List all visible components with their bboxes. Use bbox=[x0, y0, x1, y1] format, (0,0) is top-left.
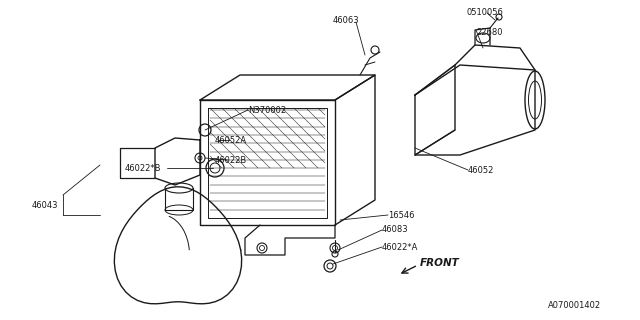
Text: 46063: 46063 bbox=[333, 15, 360, 25]
Text: 22680: 22680 bbox=[476, 28, 502, 36]
Text: 46022*B: 46022*B bbox=[125, 164, 161, 172]
Circle shape bbox=[198, 156, 202, 160]
Text: 0510056: 0510056 bbox=[466, 7, 503, 17]
Text: A070001402: A070001402 bbox=[548, 300, 601, 309]
Text: 16546: 16546 bbox=[388, 211, 415, 220]
Text: 46083: 46083 bbox=[382, 226, 408, 235]
Circle shape bbox=[333, 245, 337, 251]
Text: 46052: 46052 bbox=[468, 165, 494, 174]
Circle shape bbox=[259, 245, 264, 251]
Text: 46022B: 46022B bbox=[215, 156, 247, 164]
Circle shape bbox=[327, 263, 333, 269]
Text: 46022*A: 46022*A bbox=[382, 243, 419, 252]
Text: 46043: 46043 bbox=[32, 201, 58, 210]
Text: FRONT: FRONT bbox=[420, 258, 460, 268]
Text: 46052A: 46052A bbox=[215, 135, 247, 145]
Text: N370002: N370002 bbox=[248, 106, 286, 115]
